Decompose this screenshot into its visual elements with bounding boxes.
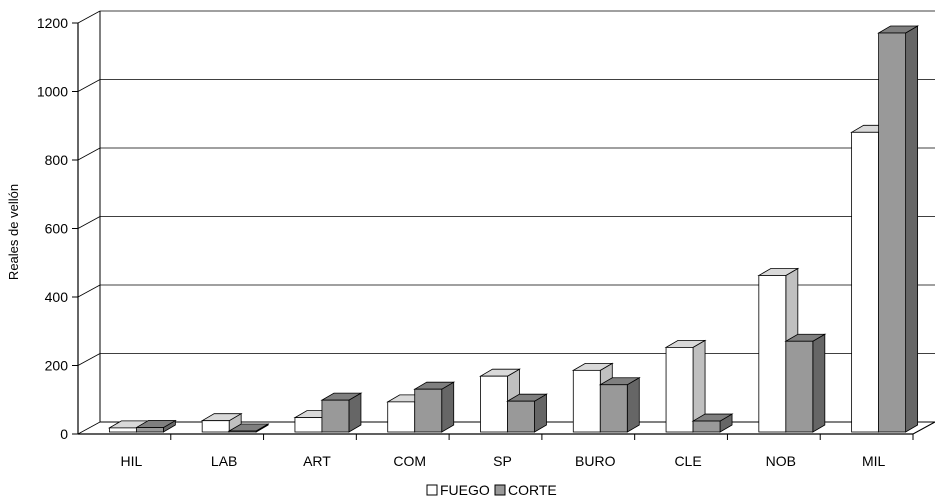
gridline-side — [77, 216, 101, 229]
bar-corte-nob — [784, 333, 827, 433]
x-tick-label: HIL — [120, 453, 142, 469]
gridline-side — [77, 10, 101, 24]
x-tick-label: NOB — [766, 453, 796, 469]
bar-side — [905, 25, 919, 433]
bar-front — [665, 347, 694, 433]
bar-front — [414, 388, 443, 433]
legend: FUEGO CORTE — [426, 482, 557, 498]
y-tick-label: 200 — [45, 358, 69, 374]
bar-corte-buro — [598, 377, 641, 433]
y-tick-label: 0 — [60, 426, 68, 442]
bar-front — [572, 369, 601, 433]
x-tick-label: LAB — [211, 453, 237, 469]
bar-front — [480, 375, 508, 433]
bar-side — [441, 381, 455, 433]
bar-corte-com — [413, 381, 456, 433]
bar-fuego-sp — [479, 368, 521, 433]
bar-corte-art — [320, 392, 363, 433]
gridline-side — [77, 147, 101, 161]
bar-corte-lab — [227, 423, 270, 433]
x-tick-label: COM — [393, 453, 426, 469]
bar-corte-hil — [134, 419, 177, 433]
bar-front — [108, 427, 137, 433]
bar-front — [321, 399, 350, 433]
y-axis-title: Reales de vellón — [6, 184, 21, 280]
bar-corte-mil — [877, 25, 920, 433]
bar-front — [201, 420, 230, 433]
gridline-side — [77, 284, 101, 298]
x-tick-labels: HIL LAB ART COM SP BURO CLE NOB MIL — [120, 434, 914, 469]
gridline-side — [77, 421, 101, 435]
bar-front — [387, 401, 416, 433]
y-tick-label: 400 — [45, 289, 69, 305]
x-tick-label: MIL — [862, 453, 886, 469]
bar-front — [851, 131, 880, 433]
bar-corte-cle — [691, 413, 734, 433]
y-tick-label: 800 — [45, 152, 69, 168]
bar-front — [758, 275, 787, 433]
bar-front — [878, 32, 907, 433]
legend-label-corte: CORTE — [508, 482, 557, 498]
bar-side — [626, 377, 640, 433]
y-tick-labels: 0 200 400 600 800 1000 1200 — [37, 15, 78, 442]
bars — [107, 25, 920, 433]
x-tick-label: SP — [493, 453, 512, 469]
x-tick-label: BURO — [575, 453, 616, 469]
bar-fuego-lab — [200, 413, 243, 433]
bar-corte-sp — [506, 393, 548, 433]
x-tick-label: ART — [303, 453, 331, 469]
legend-label-fuego: FUEGO — [440, 482, 490, 498]
bar-side — [812, 333, 826, 433]
bar-front — [294, 417, 323, 433]
bar-front — [135, 427, 164, 433]
legend-swatch-fuego — [426, 484, 438, 496]
y-tick-label: 1200 — [37, 15, 68, 31]
bar-front — [507, 400, 535, 433]
gridline-side — [77, 79, 101, 92]
bar-front — [692, 420, 721, 433]
gridline-side — [77, 353, 101, 366]
x-tick-label: CLE — [674, 453, 701, 469]
legend-swatch-corte — [494, 484, 506, 496]
y-tick-label: 1000 — [37, 84, 68, 100]
floor-right-edge — [912, 421, 935, 435]
bar-front — [599, 384, 628, 433]
bar-front — [785, 340, 814, 433]
bar-fuego-cle — [664, 339, 707, 433]
y-tick-label: 600 — [45, 221, 69, 237]
bar-front — [228, 430, 257, 433]
